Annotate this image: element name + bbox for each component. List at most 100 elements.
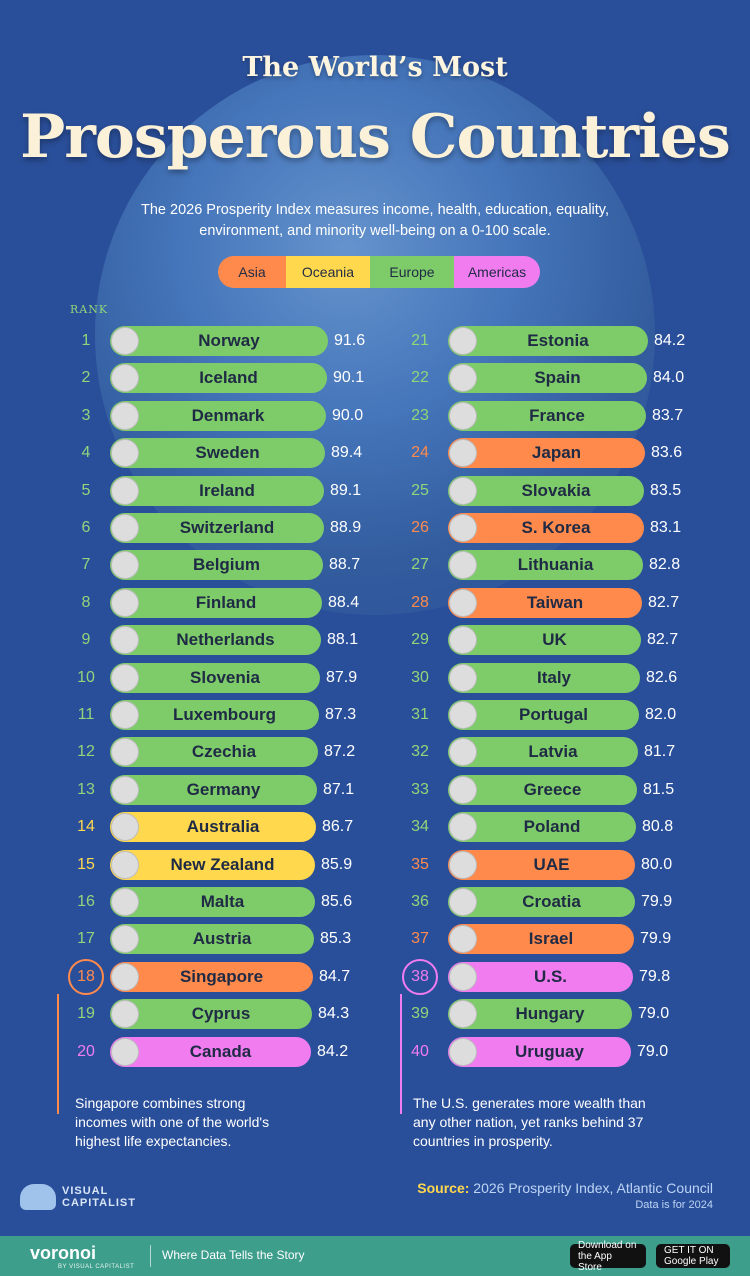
estonia-flag-icon [449, 327, 477, 355]
slovakia-flag-icon [449, 477, 477, 505]
score-value: 79.9 [640, 930, 672, 947]
us-note: The U.S. generates more wealth than any … [413, 1094, 733, 1151]
uruguay-flag-icon [449, 1038, 477, 1066]
germany-flag-icon [111, 776, 139, 804]
rank-number: 21 [411, 332, 429, 349]
croatia-flag-icon [449, 888, 477, 916]
rank-number: 12 [77, 743, 95, 760]
country-bar: Croatia [448, 887, 635, 917]
voronoi-logo[interactable]: voronoi [30, 1243, 96, 1263]
denmark-flag-icon [111, 402, 139, 430]
rank-number: 27 [411, 556, 429, 573]
score-value: 87.2 [324, 743, 356, 760]
rank-number: 6 [81, 519, 91, 536]
score-value: 84.2 [317, 1043, 349, 1060]
footer-bar: voronoi BY VISUAL CAPITALIST Where Data … [0, 1236, 750, 1276]
country-bar: Australia [110, 812, 316, 842]
country-bar: Hungary [448, 999, 632, 1029]
rank-number: 13 [77, 781, 95, 798]
rank-number: 37 [411, 930, 429, 947]
visual-capitalist-logo-icon [20, 1184, 56, 1210]
cyprus-flag-icon [111, 1000, 139, 1028]
taiwan-flag-icon [449, 589, 477, 617]
source-text: 2026 Prosperity Index, Atlantic Council [473, 1180, 713, 1196]
app-store-button[interactable]: Download on the App Store [570, 1240, 646, 1273]
score-value: 79.9 [641, 893, 673, 910]
score-value: 79.0 [638, 1005, 670, 1022]
rank-number: 3 [81, 407, 91, 424]
country-bar: Slovakia [448, 476, 644, 506]
country-bar: Spain [448, 363, 647, 393]
rank-number: 8 [81, 594, 91, 611]
slovenia-flag-icon [111, 664, 139, 692]
score-value: 82.7 [647, 631, 679, 648]
country-bar: Switzerland [110, 513, 324, 543]
france-flag-icon [449, 402, 477, 430]
score-value: 84.2 [654, 332, 686, 349]
score-value: 88.7 [329, 556, 361, 573]
rank-number: 26 [411, 519, 429, 536]
score-value: 88.4 [328, 594, 360, 611]
rank-number: 35 [411, 856, 429, 873]
country-bar: New Zealand [110, 850, 315, 880]
singapore-callout-line [57, 994, 59, 1114]
country-bar: Netherlands [110, 625, 321, 655]
rank-number: 33 [411, 781, 429, 798]
country-bar: UK [448, 625, 641, 655]
rank-number: 31 [411, 706, 429, 723]
highlight-ring [402, 959, 438, 995]
score-value: 79.8 [639, 968, 671, 985]
us-flag-icon [449, 963, 477, 991]
israel-flag-icon [449, 925, 477, 953]
rank-number: 30 [411, 669, 429, 686]
rank-number: 2 [81, 369, 91, 386]
rank-number: 29 [411, 631, 429, 648]
australia-flag-icon [111, 813, 139, 841]
google-play-button[interactable]: GET IT ON Google Play [656, 1244, 730, 1268]
rank-number: 24 [411, 444, 429, 461]
rank-number: 22 [411, 369, 429, 386]
portugal-flag-icon [449, 701, 477, 729]
lithuania-flag-icon [449, 551, 477, 579]
country-bar: Lithuania [448, 550, 643, 580]
country-bar: France [448, 401, 646, 431]
score-value: 84.7 [319, 968, 351, 985]
source: Source: 2026 Prosperity Index, Atlantic … [417, 1180, 713, 1196]
japan-flag-icon [449, 439, 477, 467]
score-value: 82.0 [645, 706, 677, 723]
rank-number: 11 [77, 706, 95, 723]
country-bar: UAE [448, 850, 635, 880]
country-bar: Uruguay [448, 1037, 631, 1067]
highlight-ring [68, 959, 104, 995]
singapore-note: Singapore combines strong incomes with o… [75, 1094, 375, 1151]
country-bar: Israel [448, 924, 634, 954]
rank-number: 34 [411, 818, 429, 835]
country-bar: U.S. [448, 962, 633, 992]
country-bar: Czechia [110, 737, 318, 767]
score-value: 84.3 [318, 1005, 350, 1022]
country-bar: Malta [110, 887, 315, 917]
canada-flag-icon [111, 1038, 139, 1066]
rank-header: RANK [70, 303, 109, 316]
rank-number: 16 [77, 893, 95, 910]
page-title: Prosperous Countries [20, 102, 731, 172]
country-bar: Ireland [110, 476, 324, 506]
score-value: 89.1 [330, 482, 362, 499]
country-bar: Italy [448, 663, 640, 693]
country-bar: Belgium [110, 550, 323, 580]
legend-americas: Americas [454, 256, 540, 288]
country-bar: Singapore [110, 962, 313, 992]
logo-line2: CAPITALIST [62, 1197, 136, 1209]
finland-flag-icon [111, 589, 139, 617]
score-value: 80.8 [642, 818, 674, 835]
score-value: 88.1 [327, 631, 359, 648]
voronoi-sub: BY VISUAL CAPITALIST [58, 1264, 135, 1270]
score-value: 89.4 [331, 444, 363, 461]
iceland-flag-icon [111, 364, 139, 392]
score-value: 82.7 [648, 594, 680, 611]
country-bar: Cyprus [110, 999, 312, 1029]
singapore-flag-icon [111, 963, 139, 991]
country-bar: Finland [110, 588, 322, 618]
score-value: 82.8 [649, 556, 681, 573]
country-bar: Norway [110, 326, 328, 356]
